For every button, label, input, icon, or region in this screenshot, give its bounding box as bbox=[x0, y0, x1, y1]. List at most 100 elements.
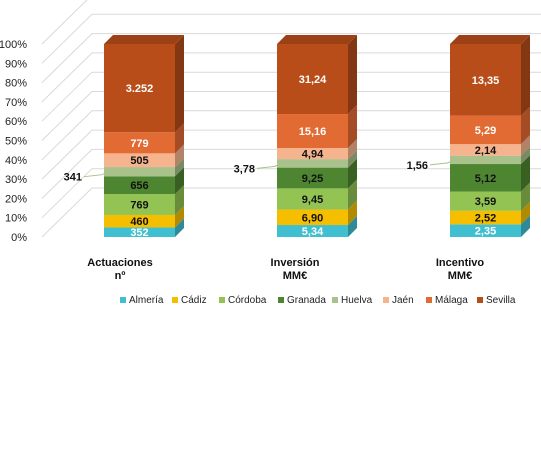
bar-segment bbox=[277, 148, 348, 160]
x-category-unit: MM€ bbox=[448, 270, 472, 282]
bar-segment-side bbox=[175, 185, 184, 215]
bar-segment-side bbox=[175, 123, 184, 154]
bar-segment-side bbox=[348, 35, 357, 115]
data-label: 3,59 bbox=[475, 196, 496, 208]
data-label: 31,24 bbox=[299, 74, 327, 86]
legend-item: Sevilla bbox=[477, 295, 516, 306]
y-tick-label: 50% bbox=[5, 136, 27, 148]
data-label: 6,90 bbox=[302, 212, 323, 224]
legend-swatch bbox=[172, 297, 178, 303]
y-tick-label: 40% bbox=[5, 155, 27, 167]
data-label: 9,45 bbox=[302, 194, 323, 206]
gridline bbox=[41, 33, 541, 83]
legend-item: Huelva bbox=[332, 295, 373, 306]
legend-swatch bbox=[120, 297, 126, 303]
gridline bbox=[41, 168, 541, 219]
x-category-label: Actuaciones bbox=[87, 257, 152, 269]
gridline bbox=[41, 0, 88, 45]
data-label: 5,34 bbox=[302, 226, 324, 238]
bar-segment-side bbox=[521, 35, 530, 116]
data-label: 2,52 bbox=[475, 213, 496, 225]
bar-stack bbox=[104, 35, 184, 237]
data-label: 341 bbox=[64, 172, 82, 184]
bar-segment bbox=[277, 225, 348, 237]
data-label: 2,14 bbox=[475, 145, 497, 157]
bar-segment-side bbox=[348, 105, 357, 149]
y-tick-label: 70% bbox=[5, 97, 27, 109]
bar-stack bbox=[277, 35, 357, 237]
bar-segment-side bbox=[348, 200, 357, 226]
legend-item: Jaén bbox=[383, 295, 414, 306]
bar-segment bbox=[450, 155, 521, 165]
legend-swatch bbox=[278, 297, 284, 303]
legend-swatch bbox=[426, 297, 432, 303]
legend-item: Málaga bbox=[426, 295, 468, 306]
data-label: 15,16 bbox=[299, 126, 327, 138]
data-label: 769 bbox=[130, 200, 148, 212]
data-label: 352 bbox=[130, 227, 148, 239]
legend-label: Almería bbox=[129, 295, 164, 306]
bar-stack bbox=[450, 35, 530, 237]
bar-segment bbox=[104, 132, 175, 154]
y-tick-label: 80% bbox=[5, 78, 27, 90]
data-label: 460 bbox=[130, 216, 148, 228]
legend-swatch bbox=[477, 297, 483, 303]
bar-segment bbox=[277, 209, 348, 226]
bar-segment bbox=[450, 210, 521, 225]
bar-segment bbox=[104, 194, 175, 215]
data-label: 779 bbox=[130, 138, 148, 150]
callout-line bbox=[83, 171, 109, 178]
bar-segment bbox=[277, 188, 348, 210]
bar-segment-side bbox=[521, 155, 530, 192]
bar-segment-side bbox=[175, 205, 184, 228]
bar-segment-side bbox=[175, 218, 184, 237]
legend-item: Almería bbox=[120, 295, 164, 306]
bar-top bbox=[277, 35, 357, 44]
bar-segment-side bbox=[348, 150, 357, 168]
gridline bbox=[41, 71, 541, 122]
gridline bbox=[41, 110, 541, 161]
gridline bbox=[41, 13, 541, 64]
bar-segment-side bbox=[175, 35, 184, 133]
gridline bbox=[41, 129, 541, 180]
y-tick-label: 0% bbox=[11, 232, 27, 244]
gridline bbox=[41, 52, 541, 103]
legend: Almería Cádiz Córdoba Granada Huelva Jaén Mála… bbox=[120, 295, 516, 306]
legend-label: Granada bbox=[287, 295, 326, 306]
bar-top bbox=[450, 35, 530, 44]
bar-segment-side bbox=[175, 158, 184, 177]
bar-segment bbox=[104, 44, 175, 133]
bar-segment bbox=[104, 176, 175, 195]
data-label: 13,35 bbox=[472, 75, 500, 87]
data-label: 5,12 bbox=[475, 173, 496, 185]
x-category-label: Inversión bbox=[271, 257, 320, 269]
data-label: 4,94 bbox=[302, 149, 324, 161]
legend-label: Málaga bbox=[435, 295, 468, 306]
gridline bbox=[41, 91, 541, 141]
bar-segment bbox=[450, 164, 521, 192]
legend-label: Cádiz bbox=[181, 295, 207, 306]
bar-segment-side bbox=[521, 135, 530, 156]
bar-segment bbox=[104, 214, 175, 228]
bar-segment bbox=[450, 191, 521, 211]
legend-item: Cádiz bbox=[172, 295, 207, 306]
legend-swatch bbox=[383, 297, 389, 303]
bar-segment bbox=[104, 227, 175, 237]
bar-segment bbox=[450, 224, 521, 237]
x-category-unit: MM€ bbox=[283, 270, 307, 282]
data-label: 1,56 bbox=[407, 160, 428, 172]
data-label: 5,29 bbox=[475, 125, 496, 137]
y-tick-label: 100% bbox=[0, 39, 27, 51]
data-label: 9,25 bbox=[302, 173, 323, 185]
legend-swatch bbox=[332, 297, 338, 303]
legend-swatch bbox=[219, 297, 225, 303]
bar-segment-side bbox=[521, 106, 530, 145]
bar-segment bbox=[104, 153, 175, 168]
bar-segment-side bbox=[175, 144, 184, 168]
bar-segment bbox=[450, 144, 521, 156]
data-label: 505 bbox=[130, 155, 148, 167]
legend-label: Huelva bbox=[341, 295, 373, 306]
gridlines bbox=[41, 0, 541, 238]
legend-label: Sevilla bbox=[486, 295, 516, 306]
bar-segment-side bbox=[521, 146, 530, 165]
